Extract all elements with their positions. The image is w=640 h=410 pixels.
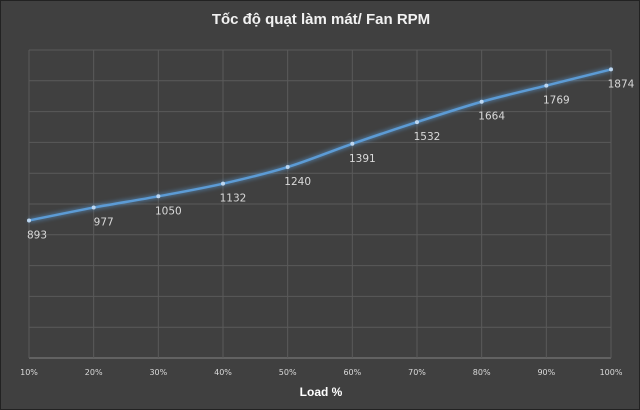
data-point: [156, 194, 161, 199]
data-label: 977: [94, 217, 114, 229]
x-tick-label: 90%: [537, 368, 555, 377]
data-point: [609, 67, 613, 72]
x-tick-label: 40%: [214, 368, 232, 377]
x-tick-label: 100%: [600, 368, 623, 377]
x-tick-label: 60%: [343, 368, 361, 377]
data-label: 1769: [543, 95, 570, 107]
data-label: 1050: [155, 205, 182, 217]
series-line: [28, 68, 612, 222]
data-point: [91, 205, 96, 210]
data-label: 1391: [349, 153, 376, 165]
chart-title: Tốc độ quạt làm mát/ Fan RPM: [211, 11, 431, 28]
x-tick-label: 70%: [408, 368, 426, 377]
data-point: [27, 218, 31, 223]
data-point: [221, 181, 225, 186]
data-point: [350, 141, 355, 146]
data-point: [285, 165, 290, 170]
data-label: 1240: [284, 176, 311, 188]
data-label: 1132: [220, 193, 247, 205]
x-axis-title: Load %: [299, 385, 343, 399]
x-tick-label: 80%: [473, 368, 491, 377]
data-label: 893: [27, 229, 47, 241]
data-point: [479, 99, 484, 104]
data-label: 1664: [478, 111, 505, 123]
data-point: [415, 120, 419, 125]
data-point: [544, 83, 549, 88]
x-tick-label: 30%: [149, 368, 167, 377]
x-tick-label: 20%: [85, 368, 103, 377]
x-tick-label: 10%: [20, 368, 38, 377]
data-label: 1532: [414, 131, 441, 143]
data-label: 1874: [608, 78, 635, 90]
x-tick-label: 50%: [279, 368, 297, 377]
